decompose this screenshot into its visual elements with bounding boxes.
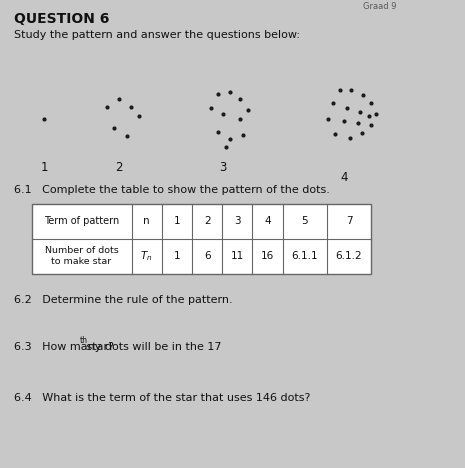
Text: 11: 11: [231, 251, 244, 261]
Text: th: th: [80, 336, 88, 344]
Text: 1: 1: [40, 161, 48, 175]
Text: QUESTION 6: QUESTION 6: [14, 12, 109, 26]
Text: $T_n$: $T_n$: [140, 249, 153, 263]
Text: 3: 3: [234, 216, 241, 226]
Text: 3: 3: [219, 161, 227, 175]
Text: star?: star?: [83, 342, 114, 351]
Text: 2: 2: [204, 216, 211, 226]
Text: 6.3   How many dots will be in the 17: 6.3 How many dots will be in the 17: [14, 342, 221, 351]
Text: 7: 7: [345, 216, 352, 226]
Text: 6.2   Determine the rule of the pattern.: 6.2 Determine the rule of the pattern.: [14, 295, 232, 305]
Text: n: n: [143, 216, 150, 226]
Text: 6.4   What is the term of the star that uses 146 dots?: 6.4 What is the term of the star that us…: [14, 393, 310, 403]
Text: 2: 2: [115, 161, 122, 175]
Text: 4: 4: [264, 216, 271, 226]
Bar: [32, 204, 371, 274]
Text: 5: 5: [301, 216, 308, 226]
Text: Study the pattern and answer the questions below:: Study the pattern and answer the questio…: [14, 30, 300, 40]
Text: 16: 16: [261, 251, 274, 261]
Text: 1: 1: [173, 216, 180, 226]
Text: 4: 4: [340, 171, 348, 184]
Bar: [32, 204, 371, 274]
Text: 1: 1: [173, 251, 180, 261]
Text: 6.1   Complete the table to show the pattern of the dots.: 6.1 Complete the table to show the patte…: [14, 185, 330, 195]
Text: 6: 6: [204, 251, 211, 261]
Text: Term of pattern: Term of pattern: [44, 216, 119, 226]
Text: Graad 9: Graad 9: [363, 2, 396, 11]
Text: Number of dots
to make star: Number of dots to make star: [45, 246, 119, 266]
Text: 6.1.2: 6.1.2: [336, 251, 362, 261]
Text: 6.1.1: 6.1.1: [292, 251, 318, 261]
